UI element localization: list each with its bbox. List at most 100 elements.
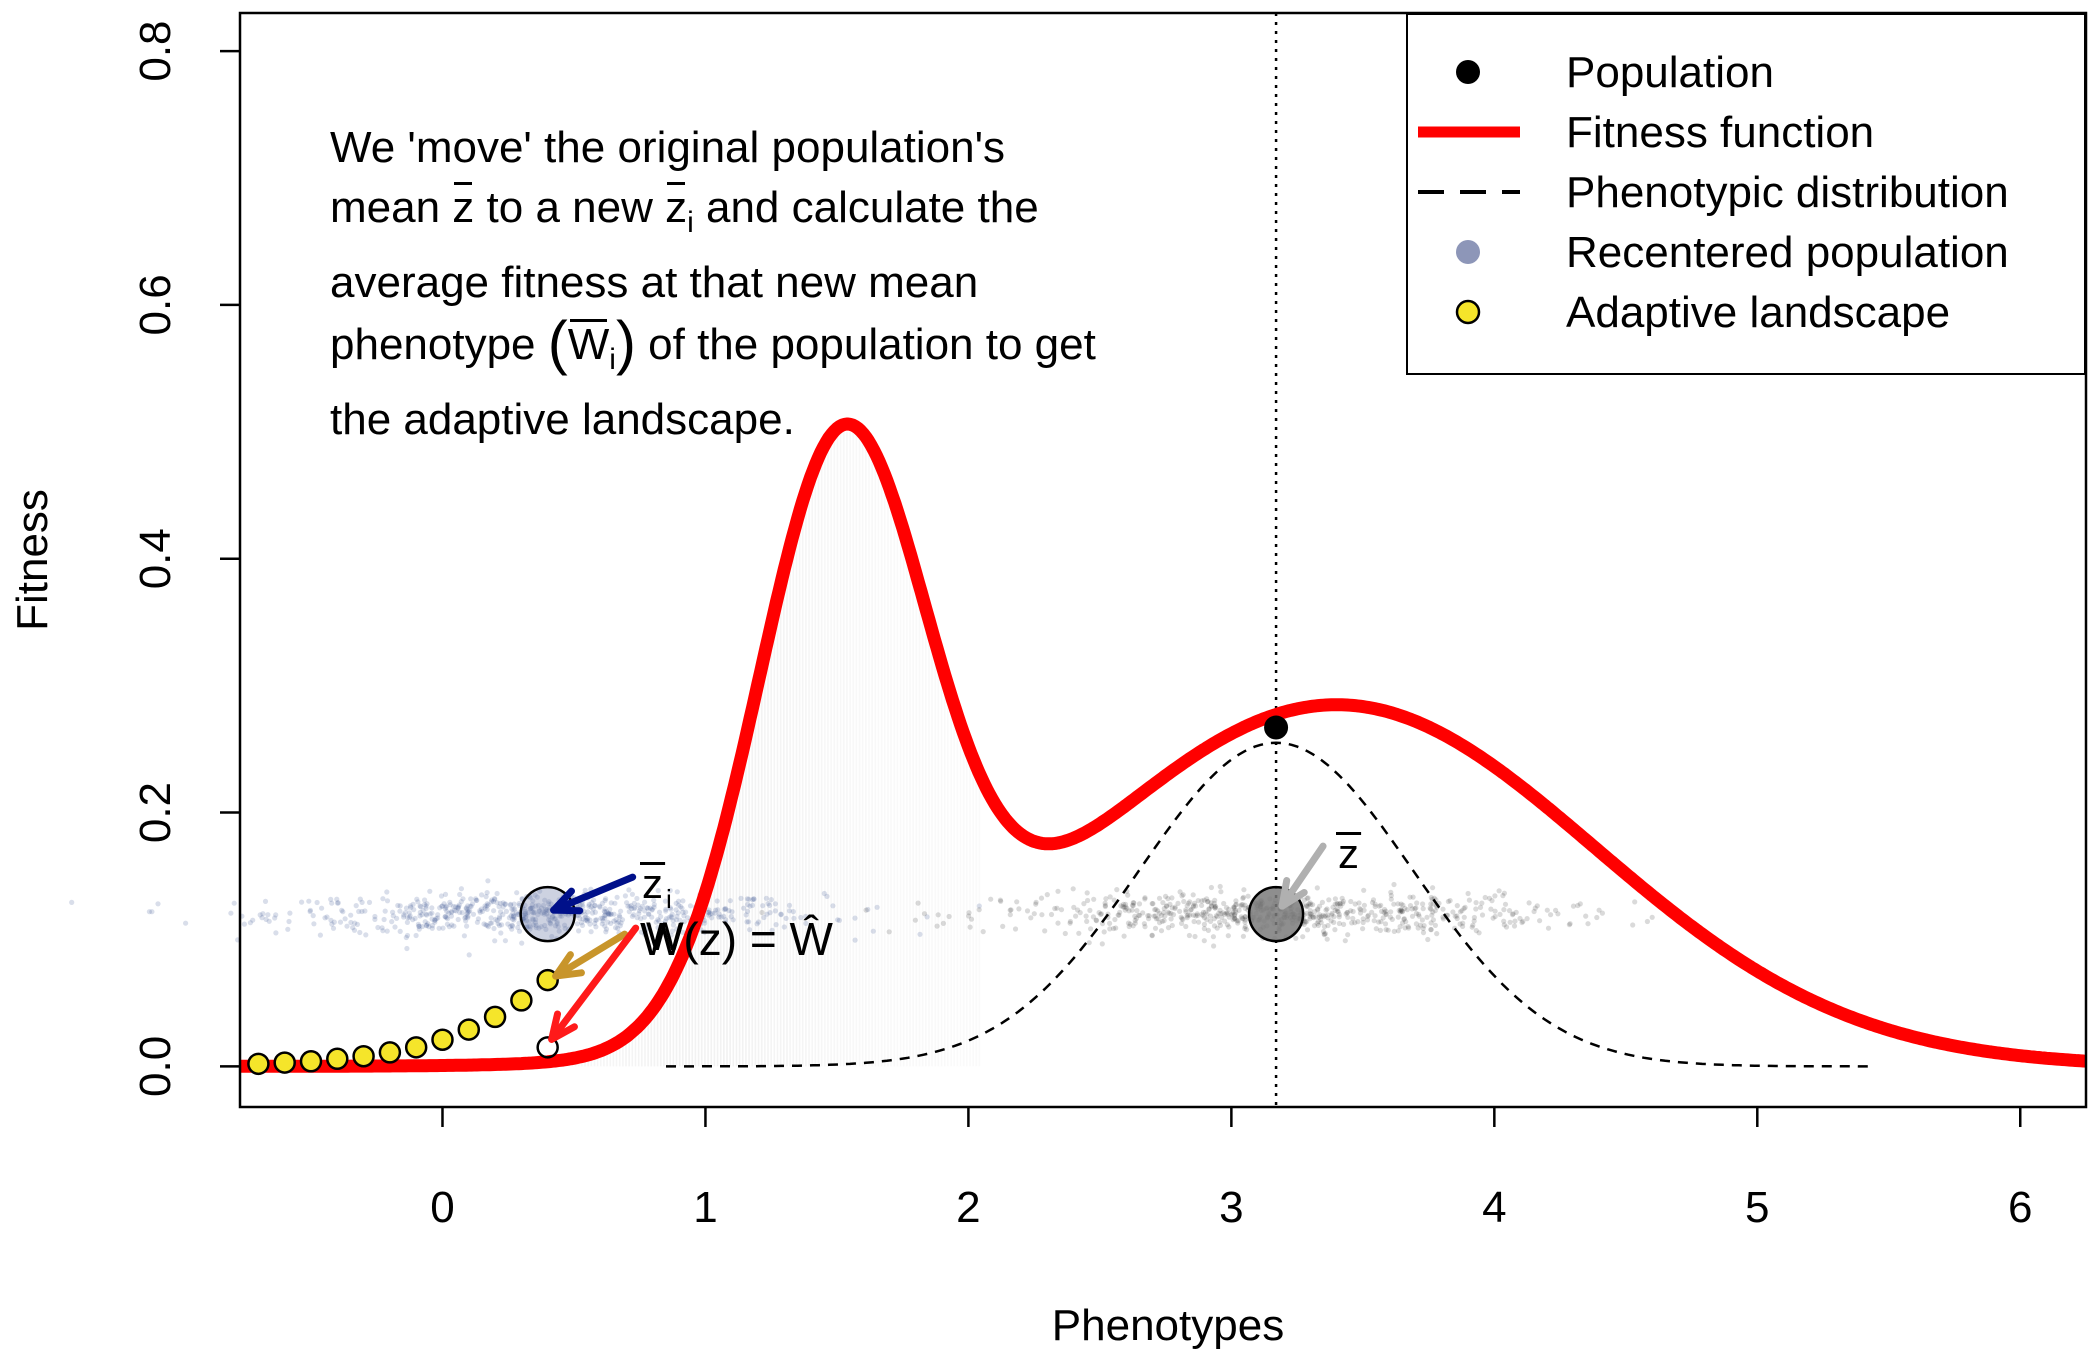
recentered-population-point <box>432 917 438 923</box>
original-population-point <box>1125 892 1131 898</box>
legend-label: Phenotypic distribution <box>1566 168 2009 217</box>
original-population-point <box>1344 910 1350 916</box>
recentered-population-point <box>357 929 363 936</box>
original-population-point <box>1348 898 1354 905</box>
recentered-population-point <box>550 913 556 919</box>
original-population-point <box>1471 914 1477 921</box>
annotation-line: mean z to a new zi and calculate the <box>330 178 1230 253</box>
recentered-population-point <box>416 923 422 929</box>
legend-key <box>1456 60 1480 84</box>
original-population-point <box>1240 916 1246 922</box>
recentered-population-point <box>449 922 455 928</box>
original-population-point <box>1409 906 1415 912</box>
original-population-point <box>1345 932 1351 938</box>
recentered-population-point <box>612 900 618 906</box>
recentered-population-point <box>663 908 669 914</box>
original-population-point <box>1304 895 1310 901</box>
original-population-point <box>1419 917 1425 923</box>
original-population-point <box>1071 904 1077 911</box>
recentered-population-point <box>546 913 552 919</box>
original-population-point <box>1231 904 1237 910</box>
recentered-population-point <box>473 897 479 904</box>
original-population-point <box>1098 911 1104 918</box>
original-population-point <box>1305 895 1311 901</box>
original-population-point <box>1399 909 1406 915</box>
original-population-point <box>1242 923 1248 930</box>
recentered-population-point <box>629 913 636 919</box>
recentered-population-point <box>727 898 733 904</box>
original-population-point <box>1314 920 1320 926</box>
recentered-population-point <box>548 921 554 927</box>
recentered-population-point <box>475 916 481 922</box>
recentered-population-point <box>556 928 562 934</box>
legend-label: Population <box>1566 48 1774 97</box>
original-population-point <box>1445 898 1451 905</box>
original-population-point <box>1322 931 1329 937</box>
original-population-point <box>1329 910 1335 917</box>
recentered-population-point <box>379 925 385 931</box>
recentered-population-point <box>423 911 429 917</box>
original-population-point <box>1316 914 1322 920</box>
original-population-point <box>1332 927 1338 933</box>
hatch-shading <box>533 431 981 1067</box>
recentered-population-point <box>529 909 536 915</box>
recentered-population-point <box>483 922 489 928</box>
original-population-point <box>1217 907 1223 913</box>
x-axis-label: Phenotypes <box>1052 1301 1284 1350</box>
y-tick-label: 0.8 <box>131 20 180 81</box>
original-population-point <box>1183 923 1189 930</box>
recentered-population-point <box>466 909 472 915</box>
recentered-population-point <box>339 907 345 913</box>
recentered-population-point <box>395 902 401 909</box>
recentered-population-point <box>616 913 622 919</box>
recentered-population-point <box>655 888 661 894</box>
recentered-population-point <box>525 924 531 930</box>
original-population-point <box>1230 909 1236 915</box>
original-population-point <box>1232 916 1238 922</box>
original-population-point <box>1224 922 1230 928</box>
recentered-population-point <box>352 920 358 926</box>
original-population-point <box>1084 918 1090 925</box>
original-population-point <box>1349 920 1355 926</box>
original-population-point <box>1067 920 1073 926</box>
z-bar-label: z <box>1338 830 1359 877</box>
fitness-at-mean-label: W(z) = Ŵ <box>640 913 833 965</box>
original-population-point <box>1417 922 1424 928</box>
recentered-population-point <box>679 905 685 911</box>
recentered-population-point <box>669 928 676 934</box>
recentered-population-point <box>477 908 483 914</box>
recentered-population-point <box>482 905 488 911</box>
original-population-point <box>1430 909 1436 915</box>
recentered-population-point <box>716 914 722 920</box>
recentered-population-point <box>639 903 646 910</box>
recentered-population-point <box>423 903 429 909</box>
adaptive-landscape-point <box>378 1041 402 1064</box>
recentered-population-point <box>641 914 648 920</box>
original-population-point <box>1205 927 1211 934</box>
original-population-point <box>1232 915 1238 921</box>
recentered-population-point <box>286 918 292 925</box>
legend-key <box>1456 240 1480 264</box>
original-population-point <box>1165 909 1171 915</box>
x-tick-label: 5 <box>1745 1183 1769 1232</box>
original-population-point <box>1476 930 1482 936</box>
recentered-population-point <box>407 913 413 919</box>
recentered-population-point <box>552 923 559 929</box>
original-population-point <box>1372 913 1378 919</box>
recentered-population-point <box>622 893 629 899</box>
original-population-point <box>1142 895 1148 901</box>
recentered-population-point <box>509 923 516 929</box>
recentered-population-point <box>451 903 457 910</box>
original-population-point <box>1169 922 1175 929</box>
original-population-point <box>1190 892 1196 898</box>
original-population-point <box>1320 928 1327 935</box>
recentered-population-point <box>743 912 749 918</box>
recentered-population-point <box>604 909 610 915</box>
recentered-population-point <box>402 910 408 916</box>
original-population-point <box>1424 914 1430 920</box>
recentered-population-point <box>544 911 550 917</box>
recentered-population-point <box>401 912 407 918</box>
legend-entry: Population <box>1408 42 2084 102</box>
recentered-population-point <box>351 927 358 933</box>
original-population-point <box>1428 920 1434 926</box>
